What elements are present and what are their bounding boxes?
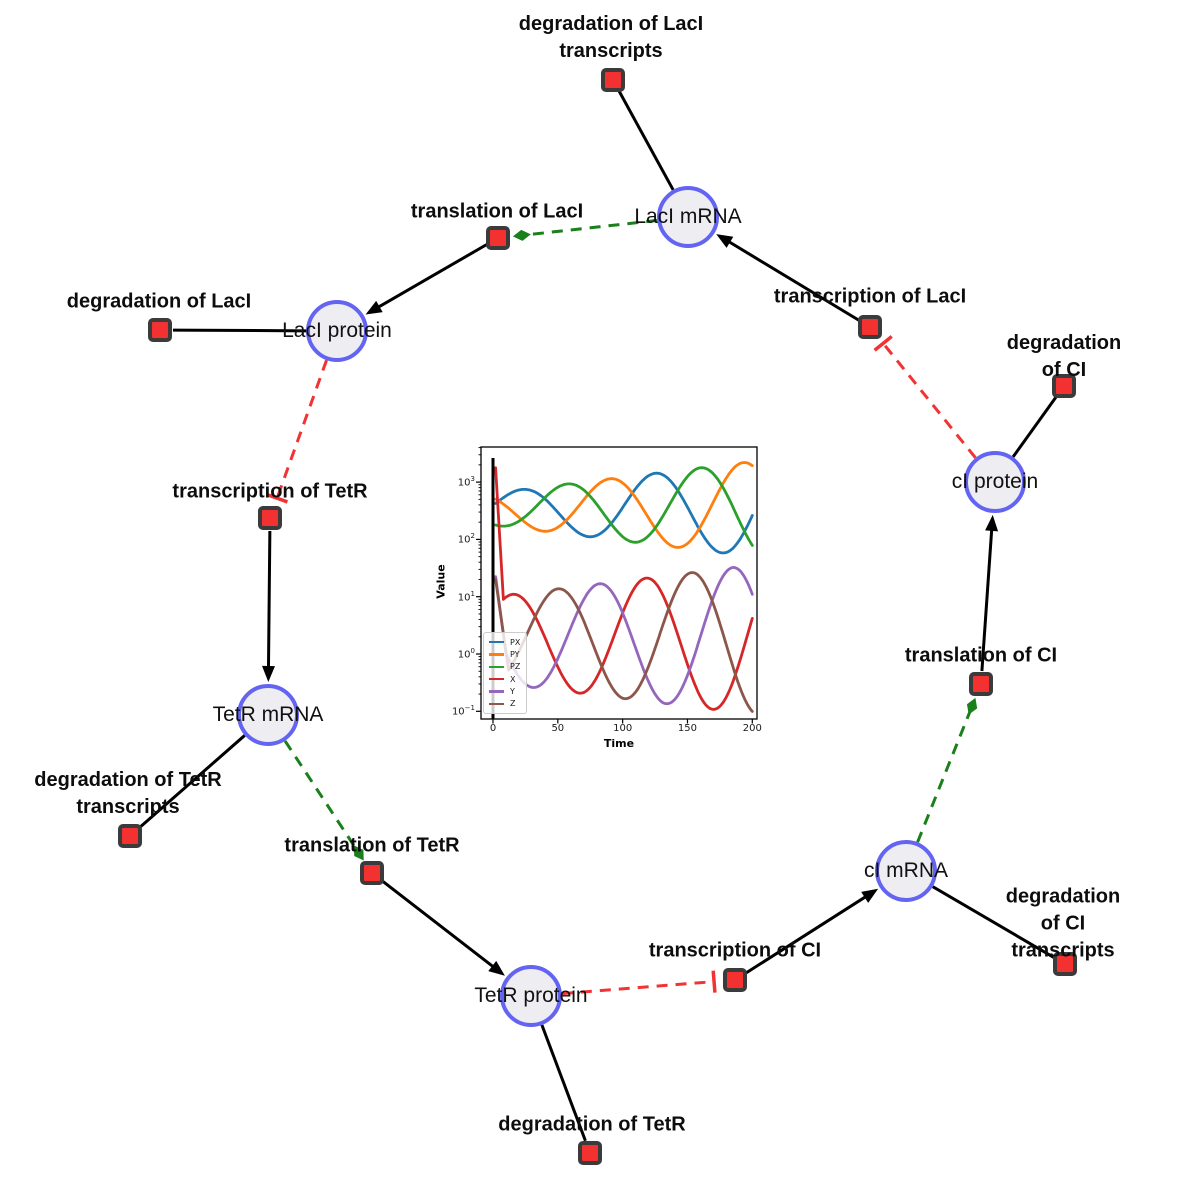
edge-ci-protein-to-deg-ci: [1011, 395, 1058, 458]
edge-transcription-tetr-to-tetr-mrna: [261, 530, 275, 683]
arrowhead-icon: [261, 665, 275, 683]
species-node-laci-protein: [306, 300, 368, 362]
edge-translation-tetr-to-tetr-protein: [381, 879, 505, 976]
edge-laci-mrna-to-deg-laci-transcripts: [617, 90, 675, 191]
species-label-tetr-mrna: TetR mRNA: [212, 703, 324, 726]
modifier-arrowhead-icon: [353, 845, 364, 861]
species-node-ci-mrna: [875, 840, 937, 902]
reaction-label-deg-laci-transcripts: degradation of LacI transcripts: [518, 13, 704, 62]
species-label-ci-mrna: cI mRNA: [864, 859, 948, 882]
arrowhead-icon: [861, 888, 879, 903]
reaction-label-transcription-ci: transcription of CI: [648, 939, 822, 962]
edge-transcription-laci-to-laci-mrna: [716, 234, 860, 322]
inhibition-tbar-icon: [711, 970, 717, 993]
modifier-arrowhead-icon: [966, 697, 978, 715]
edge-transcription-ci-to-ci-mrna: [745, 888, 879, 975]
species-label-laci-protein: LacI protein: [282, 319, 392, 342]
edge-ci-mrna-to-translation-ci: [916, 697, 978, 843]
reaction-label-deg-tetr-transcripts: degradation of TetR transcripts: [34, 769, 222, 818]
reaction-node-deg-laci: [148, 318, 172, 342]
species-node-tetr-protein: [500, 965, 562, 1027]
edge-translation-laci-to-laci-protein: [365, 243, 488, 315]
reaction-node-transcription-tetr: [258, 506, 282, 530]
edge-tetr-mrna-to-deg-tetr-transcripts: [138, 734, 246, 829]
modifier-arrowhead-icon: [512, 229, 531, 241]
arrowhead-icon: [716, 234, 734, 248]
inhibition-tbar-icon: [266, 492, 289, 504]
reaction-label-transcription-tetr: transcription of TetR: [172, 480, 368, 503]
species-node-laci-mrna: [657, 186, 719, 248]
species-node-tetr-mrna: [237, 684, 299, 746]
reaction-node-deg-ci-transcripts: [1053, 952, 1077, 976]
reaction-node-translation-ci: [969, 672, 993, 696]
species-label-laci-mrna: LacI mRNA: [634, 205, 742, 228]
reaction-label-translation-tetr: translation of TetR: [284, 834, 460, 857]
reaction-node-transcription-ci: [723, 968, 747, 992]
reaction-node-deg-tetr: [578, 1141, 602, 1165]
edge-laci-mrna-to-translation-laci: [512, 218, 658, 241]
reaction-label-translation-ci: translation of CI: [904, 644, 1058, 667]
reaction-label-deg-laci: degradation of LacI: [66, 290, 252, 313]
reaction-node-translation-tetr: [360, 861, 384, 885]
reaction-node-deg-laci-transcripts: [601, 68, 625, 92]
reaction-node-translation-laci: [486, 226, 510, 250]
arrowhead-icon: [488, 960, 505, 976]
edge-ci-protein-to-transcription-laci: [873, 335, 977, 459]
reaction-label-deg-ci: degradation of CI: [1006, 332, 1122, 381]
edge-tetr-mrna-to-translation-tetr: [283, 740, 364, 861]
arrowhead-icon: [365, 300, 383, 315]
reaction-node-transcription-laci: [858, 315, 882, 339]
species-label-tetr-protein: TetR protein: [474, 984, 588, 1007]
reaction-label-translation-laci: translation of LacI: [410, 200, 584, 223]
inhibition-tbar-icon: [873, 335, 893, 352]
arrowhead-icon: [985, 514, 999, 532]
species-node-ci-protein: [964, 451, 1026, 513]
edge-translation-ci-to-ci-protein: [980, 514, 999, 672]
edge-tetr-protein-to-deg-tetr: [540, 1024, 587, 1142]
species-label-ci-protein: cI protein: [951, 470, 1039, 493]
edge-tetr-protein-to-transcription-ci: [561, 970, 717, 996]
reaction-node-deg-ci: [1052, 374, 1076, 398]
reaction-label-deg-ci-transcripts: degradation of CI transcripts: [1005, 885, 1121, 962]
reaction-node-deg-tetr-transcripts: [118, 824, 142, 848]
edge-ci-mrna-to-deg-ci-transcripts: [932, 885, 1055, 959]
reaction-label-deg-tetr: degradation of TetR: [498, 1113, 686, 1136]
reaction-label-transcription-laci: transcription of LacI: [773, 285, 967, 308]
edge-laci-protein-to-transcription-tetr: [266, 359, 328, 504]
edge-laci-protein-to-deg-laci: [172, 328, 307, 333]
